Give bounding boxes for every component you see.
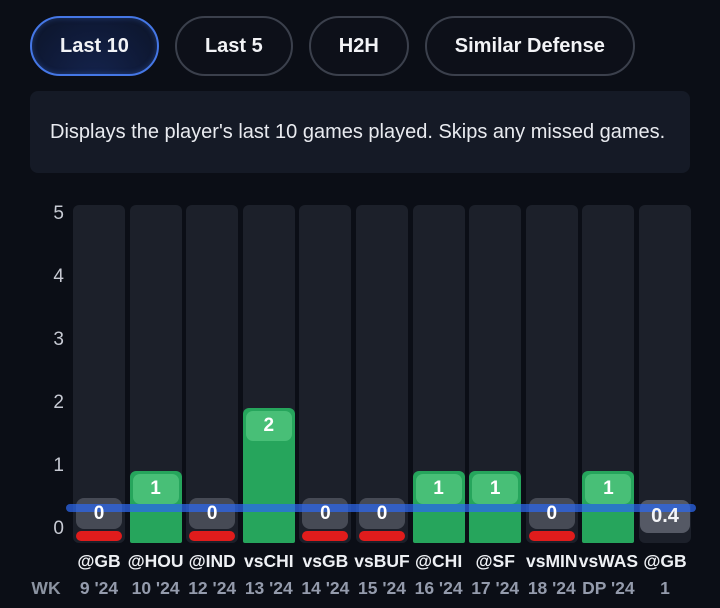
bar-value-pill: 1 — [132, 474, 179, 504]
stat-bar: 2 — [242, 408, 295, 543]
bar-value-pill: 1 — [472, 474, 519, 504]
opponent-label: vsWAS — [578, 551, 639, 571]
projection-reference-line — [66, 504, 696, 512]
game-column-gb[interactable]: 0 — [73, 205, 125, 543]
bar-value-label: 0 — [93, 502, 105, 524]
week-label: 15 '24 — [358, 578, 406, 598]
opponent-label: @IND — [188, 551, 236, 571]
game-column-vsmin[interactable]: 0 — [525, 205, 578, 543]
opponent-label: @SF — [475, 551, 515, 571]
opponent-label: @HOU — [127, 551, 184, 571]
week-label: 10 '24 — [131, 578, 180, 598]
bar-value-pill: 1 — [585, 474, 632, 504]
opponent-label: vsMIN — [526, 551, 578, 571]
y-axis-tick-2: 2 — [53, 392, 64, 413]
missed-target-indicator — [302, 531, 349, 541]
missed-target-indicator — [189, 531, 236, 541]
opponent-label: vsBUF — [354, 551, 410, 571]
week-label: 13 '24 — [244, 578, 293, 598]
zero-value-pill: 0 — [359, 498, 405, 529]
game-column-ind[interactable]: 0 — [186, 205, 239, 543]
missed-target-indicator — [359, 531, 405, 541]
bar-value-label: 2 — [263, 415, 275, 436]
zero-value-pill: 0 — [528, 498, 575, 529]
game-column-gb[interactable]: 0.4 — [639, 205, 691, 543]
week-label: DP '24 — [582, 578, 635, 598]
game-column-sf[interactable]: 1 — [469, 205, 522, 543]
opponent-label: vsGB — [302, 551, 349, 571]
y-axis-tick-4: 4 — [53, 266, 64, 287]
bar-value-label: 1 — [150, 478, 161, 499]
week-label: 16 '24 — [414, 578, 463, 598]
opponent-label: @CHI — [414, 551, 463, 571]
game-column-vschi[interactable]: 2 — [242, 205, 295, 543]
bar-value-pill: 1 — [415, 474, 462, 504]
game-column-chi[interactable]: 1 — [412, 205, 465, 543]
week-label: 14 '24 — [301, 578, 350, 598]
week-label: 18 '24 — [527, 578, 576, 598]
bar-value-label: 1 — [489, 478, 501, 499]
y-axis-tick-1: 1 — [53, 455, 64, 476]
week-label: 12 '24 — [188, 578, 237, 598]
bar-value-label: 0 — [376, 502, 388, 524]
week-label: 9 '24 — [79, 578, 119, 598]
projection-value-label: 0.4 — [651, 505, 679, 527]
tab-last-10[interactable]: Last 10 — [30, 16, 159, 76]
missed-target-indicator — [76, 531, 122, 541]
bar-value-label: 0 — [320, 502, 331, 524]
bar-value-label: 1 — [603, 478, 614, 499]
y-axis-tick-0: 0 — [53, 518, 64, 539]
y-axis-tick-3: 3 — [53, 329, 64, 350]
zero-value-pill: 0 — [189, 498, 236, 529]
zero-value-pill: 0 — [76, 498, 122, 529]
week-label: 1 — [660, 578, 670, 598]
game-column-vsgb[interactable]: 0 — [299, 205, 352, 543]
zero-value-pill: 0 — [302, 498, 349, 529]
bar-value-pill: 2 — [245, 411, 292, 441]
tab-description-box: Displays the player's last 10 games play… — [30, 91, 690, 173]
y-axis-tick-5: 5 — [53, 203, 64, 224]
range-tabs: Last 10 Last 5 H2H Similar Defense — [30, 16, 635, 76]
bar-value-label: 0 — [206, 502, 218, 524]
opponent-label: vsCHI — [243, 551, 294, 571]
tab-last-5[interactable]: Last 5 — [174, 16, 293, 76]
game-column-vswas[interactable]: 1 — [582, 205, 635, 543]
bar-value-label: 0 — [546, 502, 558, 524]
game-column-vsbuf[interactable]: 0 — [356, 205, 408, 543]
tab-h2h[interactable]: H2H — [308, 16, 409, 76]
tab-similar-defense[interactable]: Similar Defense — [424, 16, 635, 76]
week-label: 17 '24 — [471, 578, 520, 598]
opponent-label: @GB — [643, 551, 687, 571]
missed-target-indicator — [528, 531, 575, 541]
game-column-hou[interactable]: 1 — [129, 205, 182, 543]
opponent-label: @GB — [77, 551, 121, 571]
tab-description-text: Displays the player's last 10 games play… — [50, 120, 666, 143]
week-row-header: WK — [31, 578, 61, 598]
bar-value-label: 1 — [433, 478, 444, 499]
